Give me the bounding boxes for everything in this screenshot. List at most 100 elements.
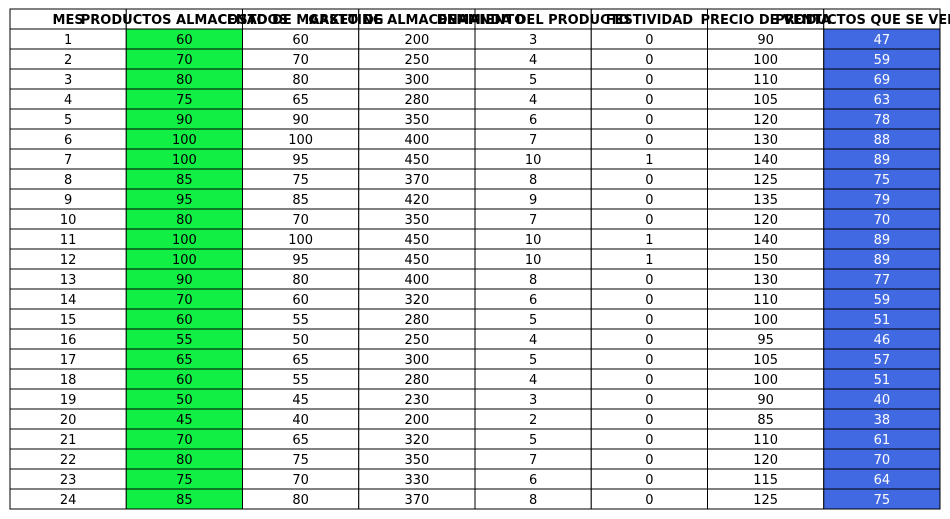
header-mes: MES (53, 13, 84, 28)
cell-value-demanda-del-producto: 9 (529, 193, 537, 208)
table-row: 12 100 95 450 10 1 150 89 (9, 248, 941, 270)
cell-value-demanda-del-producto: 8 (529, 493, 537, 508)
cell-value-festividad: 0 (645, 93, 653, 108)
cell-value-festividad: 1 (645, 233, 653, 248)
cell-value-gasto-de-almacenamiento: 400 (404, 133, 429, 148)
cell-value-costo-de-marketing: 95 (292, 153, 309, 168)
cell-value-mes: 16 (60, 333, 77, 348)
cell-value-festividad: 0 (645, 293, 653, 308)
cell-value-costo-de-marketing: 55 (292, 313, 309, 328)
cell-value-productos-almacenados: 70 (176, 53, 193, 68)
cell-value-productos-almacenados: 50 (176, 393, 193, 408)
cell-value-mes: 22 (60, 453, 77, 468)
table-row: 17 65 65 300 5 0 105 57 (9, 348, 941, 370)
cell-value-productos-almacenados: 90 (176, 273, 193, 288)
header-demanda-del-producto: DEMANDA DEL PRODUCTO (437, 13, 630, 28)
cell-value-mes: 7 (64, 153, 72, 168)
cell-value-productos-que-se-venden: 47 (874, 33, 891, 48)
cell-value-demanda-del-producto: 3 (529, 393, 537, 408)
cell-value-costo-de-marketing: 50 (292, 333, 309, 348)
table-row: 6 100 100 400 7 0 130 88 (9, 128, 941, 150)
table-row: 15 60 55 280 5 0 100 51 (9, 308, 941, 330)
cell-value-precio-de-venta: 95 (757, 333, 774, 348)
cell-value-demanda-del-producto: 8 (529, 173, 537, 188)
cell-value-festividad: 0 (645, 473, 653, 488)
cell-value-productos-almacenados: 100 (172, 153, 197, 168)
table-row: 10 80 70 350 7 0 120 70 (9, 208, 941, 230)
cell-value-demanda-del-producto: 10 (525, 253, 542, 268)
cell-value-costo-de-marketing: 65 (292, 433, 309, 448)
cell-value-precio-de-venta: 120 (753, 213, 778, 228)
cell-value-precio-de-venta: 110 (753, 293, 778, 308)
cell-value-precio-de-venta: 135 (753, 193, 778, 208)
cell-value-productos-que-se-venden: 70 (874, 453, 891, 468)
cell-value-costo-de-marketing: 75 (292, 453, 309, 468)
cell-value-precio-de-venta: 140 (753, 233, 778, 248)
cell-value-demanda-del-producto: 5 (529, 313, 537, 328)
cell-value-costo-de-marketing: 55 (292, 373, 309, 388)
table-row: 3 80 80 300 5 0 110 69 (9, 68, 941, 90)
cell-value-precio-de-venta: 105 (753, 353, 778, 368)
cell-value-festividad: 0 (645, 453, 653, 468)
cell-value-gasto-de-almacenamiento: 450 (404, 233, 429, 248)
cell-value-mes: 12 (60, 253, 77, 268)
cell-value-productos-que-se-venden: 57 (874, 353, 891, 368)
cell-value-demanda-del-producto: 4 (529, 373, 537, 388)
cell-value-demanda-del-producto: 6 (529, 293, 537, 308)
cell-value-costo-de-marketing: 100 (288, 233, 313, 248)
cell-value-demanda-del-producto: 5 (529, 73, 537, 88)
table-row: 8 85 75 370 8 0 125 75 (9, 168, 941, 190)
cell-value-festividad: 0 (645, 73, 653, 88)
cell-value-gasto-de-almacenamiento: 200 (404, 413, 429, 428)
table-row: 2 70 70 250 4 0 100 59 (9, 48, 941, 70)
cell-value-costo-de-marketing: 85 (292, 193, 309, 208)
cell-value-mes: 19 (60, 393, 77, 408)
cell-value-gasto-de-almacenamiento: 450 (404, 153, 429, 168)
cell-value-mes: 24 (60, 493, 77, 508)
cell-value-costo-de-marketing: 75 (292, 173, 309, 188)
cell-value-mes: 1 (64, 33, 72, 48)
cell-value-mes: 14 (60, 293, 77, 308)
cell-value-precio-de-venta: 110 (753, 433, 778, 448)
cell-value-costo-de-marketing: 80 (292, 273, 309, 288)
cell-value-festividad: 0 (645, 433, 653, 448)
cell-value-demanda-del-producto: 3 (529, 33, 537, 48)
cell-value-festividad: 0 (645, 313, 653, 328)
cell-value-costo-de-marketing: 65 (292, 353, 309, 368)
cell-value-festividad: 0 (645, 373, 653, 388)
cell-value-productos-que-se-venden: 69 (874, 73, 891, 88)
cell-value-gasto-de-almacenamiento: 300 (404, 353, 429, 368)
cell-value-gasto-de-almacenamiento: 370 (404, 493, 429, 508)
table-row: 21 70 65 320 5 0 110 61 (9, 428, 941, 450)
cell-value-precio-de-venta: 100 (753, 53, 778, 68)
cell-value-demanda-del-producto: 10 (525, 233, 542, 248)
cell-value-mes: 8 (64, 173, 72, 188)
table-row: 9 95 85 420 9 0 135 79 (9, 188, 941, 210)
table-row: 19 50 45 230 3 0 90 40 (9, 388, 941, 410)
cell-value-productos-almacenados: 60 (176, 373, 193, 388)
cell-value-productos-que-se-venden: 77 (874, 273, 891, 288)
cell-value-precio-de-venta: 115 (753, 473, 778, 488)
cell-value-mes: 13 (60, 273, 77, 288)
cell-value-demanda-del-producto: 4 (529, 93, 537, 108)
cell-value-productos-que-se-venden: 61 (874, 433, 891, 448)
cell-value-demanda-del-producto: 8 (529, 273, 537, 288)
cell-value-gasto-de-almacenamiento: 420 (404, 193, 429, 208)
cell-value-productos-que-se-venden: 59 (874, 293, 891, 308)
cell-value-demanda-del-producto: 4 (529, 333, 537, 348)
cell-value-productos-que-se-venden: 88 (874, 133, 891, 148)
cell-value-mes: 15 (60, 313, 77, 328)
cell-value-mes: 10 (60, 213, 77, 228)
cell-value-festividad: 0 (645, 193, 653, 208)
cell-value-demanda-del-producto: 6 (529, 113, 537, 128)
table-row: 1 60 60 200 3 0 90 47 (9, 28, 941, 50)
cell-value-productos-que-se-venden: 79 (874, 193, 891, 208)
header-productos-almacenados: PRODUCTOS ALMACENADOS (81, 13, 288, 28)
table-row: 18 60 55 280 4 0 100 51 (9, 368, 941, 390)
table-row: 11 100 100 450 10 1 140 89 (9, 228, 941, 250)
cell-value-gasto-de-almacenamiento: 350 (404, 113, 429, 128)
table-row: 23 75 70 330 6 0 115 64 (9, 468, 941, 490)
cell-value-productos-almacenados: 80 (176, 213, 193, 228)
